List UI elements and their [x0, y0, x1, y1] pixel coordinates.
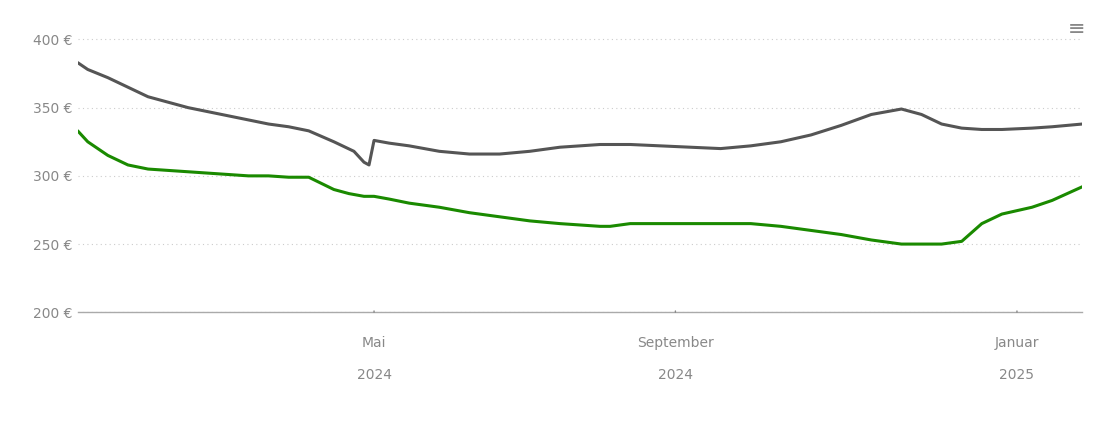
Text: 2024: 2024: [356, 368, 392, 382]
Text: 2025: 2025: [999, 368, 1035, 382]
Text: Januar: Januar: [995, 336, 1039, 350]
Text: September: September: [637, 336, 714, 350]
Text: ≡: ≡: [1068, 19, 1086, 39]
Text: 2024: 2024: [658, 368, 693, 382]
Text: Mai: Mai: [362, 336, 386, 350]
